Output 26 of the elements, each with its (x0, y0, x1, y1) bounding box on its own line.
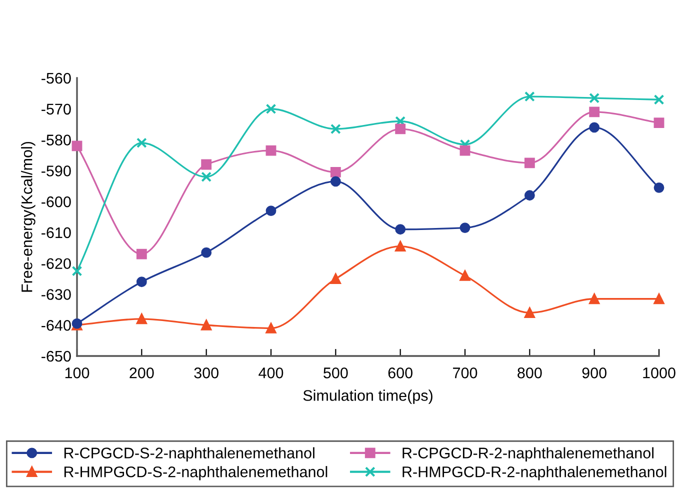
y-tick-label: -650 (42, 350, 71, 362)
y-axis-title: Free-energy(Kcal/mol) (21, 142, 36, 292)
y-tick-label: -570 (42, 104, 71, 115)
y-tick-label: -590 (42, 166, 71, 176)
x-axis-title: Simulation time(ps) (303, 390, 432, 404)
x-tick-label: 400 (258, 368, 284, 378)
y-tick-label: -580 (42, 134, 71, 146)
y-tick-label: -610 (42, 227, 71, 238)
y-tick-label: -630 (42, 289, 71, 300)
y-tick-label: -560 (42, 72, 71, 84)
y-tick-label: -600 (42, 196, 71, 208)
legend-label: R-HMPGCD-R-2-naphthalenemethanol (402, 466, 666, 480)
y-tick-label: -620 (42, 258, 71, 270)
x-tick-label: 900 (582, 368, 606, 378)
x-tick-label: 600 (388, 368, 412, 378)
x-tick-label: 500 (324, 368, 348, 378)
x-tick-label: 700 (453, 368, 478, 378)
x-tick-label: 800 (518, 368, 542, 378)
x-tick-label: 1000 (643, 368, 676, 378)
legend-label: R-CPGCD-S-2-naphthalenemethanol (64, 447, 314, 462)
x-tick-label: 200 (130, 368, 154, 378)
x-tick-label: 100 (65, 368, 90, 378)
legend-label: R-CPGCD-R-2-naphthalenemethanol (402, 447, 654, 462)
legend-label: R-HMPGCD-S-2-naphthalenemethanol (64, 466, 328, 480)
x-tick-label: 300 (194, 368, 218, 378)
y-tick-label: -640 (42, 320, 71, 331)
